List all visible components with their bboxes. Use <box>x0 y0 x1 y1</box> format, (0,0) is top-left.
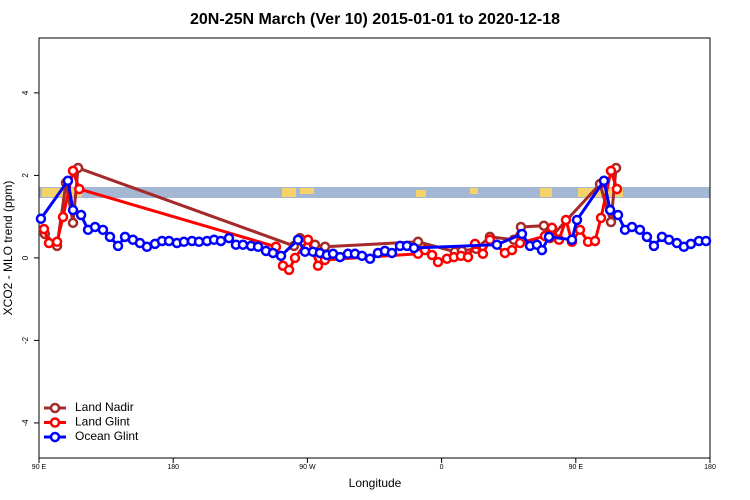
point <box>516 228 528 240</box>
point <box>67 165 79 177</box>
point <box>35 213 47 224</box>
point <box>67 204 79 216</box>
x-axis-label: Longitude <box>349 476 402 490</box>
point <box>685 238 697 250</box>
point <box>491 239 503 250</box>
point <box>506 244 518 256</box>
point <box>514 237 526 249</box>
point <box>75 209 87 221</box>
y-tick-label: 0 <box>21 255 30 260</box>
point <box>112 240 124 252</box>
legend-marker <box>49 417 61 428</box>
x-tick-label: 180 <box>704 464 716 471</box>
point <box>477 248 489 260</box>
point <box>67 217 79 229</box>
y-axis-label: XCO2 - MLO trend (ppm) <box>1 181 15 316</box>
point <box>43 237 55 249</box>
point <box>566 234 578 245</box>
point <box>595 212 607 224</box>
point <box>178 236 190 248</box>
point <box>432 256 444 268</box>
point <box>612 209 624 221</box>
y-tick-label: 2 <box>21 173 30 178</box>
point <box>543 231 555 243</box>
point <box>275 250 287 262</box>
point <box>462 251 474 263</box>
y-tick-label: -2 <box>21 336 30 344</box>
point <box>571 214 583 226</box>
point <box>356 250 368 262</box>
x-tick-label: 90 W <box>299 464 316 471</box>
point <box>538 220 550 231</box>
point <box>574 224 586 236</box>
point <box>237 239 249 250</box>
point <box>648 240 660 252</box>
point <box>289 252 301 264</box>
point <box>104 231 116 243</box>
point <box>215 235 227 247</box>
point <box>252 241 264 253</box>
x-tick-label: 180 <box>167 464 179 471</box>
point <box>611 183 623 195</box>
legend-marker <box>49 431 61 443</box>
legend-label: Ocean Glint <box>75 429 139 443</box>
point <box>97 224 109 236</box>
point <box>536 244 548 256</box>
x-tick-label: 90 E <box>569 464 584 471</box>
point <box>641 231 653 243</box>
point <box>604 204 616 216</box>
point <box>546 222 558 234</box>
x-tick-label: 90 E <box>32 464 47 471</box>
point <box>62 175 74 187</box>
point <box>57 211 69 223</box>
point <box>426 249 438 261</box>
plot-frame <box>38 37 711 459</box>
point <box>302 234 314 245</box>
point <box>589 235 601 247</box>
point <box>634 224 646 236</box>
point <box>74 183 85 195</box>
y-tick-label: -4 <box>21 419 30 427</box>
point <box>605 216 617 228</box>
point <box>141 241 153 253</box>
point <box>700 235 712 247</box>
point <box>283 264 295 276</box>
point <box>598 175 610 187</box>
legend-label: Land Nadir <box>75 400 134 414</box>
point <box>38 223 50 235</box>
x-tick-label: 0 <box>440 464 444 471</box>
legend-label: Land Glint <box>75 415 130 429</box>
chart-title: 20N-25N March (Ver 10) 2015-01-01 to 202… <box>190 11 560 28</box>
point <box>312 260 324 271</box>
point <box>193 236 205 248</box>
point <box>51 236 63 248</box>
point <box>386 247 398 259</box>
map-band <box>39 187 710 198</box>
point <box>292 234 304 245</box>
point <box>560 214 572 226</box>
point <box>223 232 235 244</box>
point <box>267 247 279 259</box>
point <box>364 253 376 264</box>
point <box>408 242 420 254</box>
legend-marker <box>49 402 61 414</box>
point <box>605 165 617 177</box>
y-tick-label: 4 <box>21 90 30 95</box>
